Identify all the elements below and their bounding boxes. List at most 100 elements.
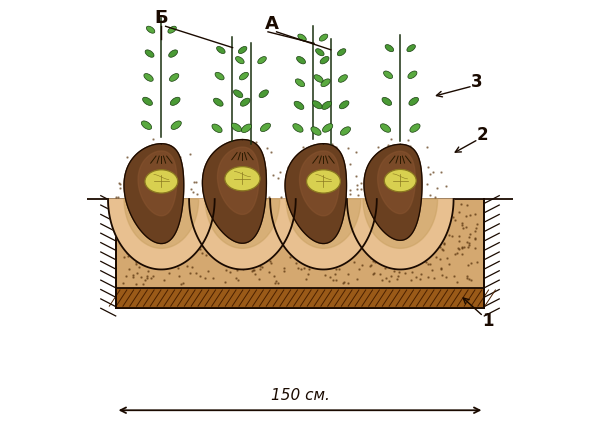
Point	[342, 227, 352, 234]
Point	[434, 210, 444, 217]
Point	[349, 249, 359, 256]
Point	[389, 267, 399, 274]
Point	[462, 273, 472, 280]
Ellipse shape	[232, 123, 241, 131]
Ellipse shape	[295, 79, 305, 86]
Point	[172, 213, 181, 220]
Point	[310, 247, 319, 253]
Point	[462, 202, 472, 208]
Point	[335, 228, 345, 235]
Point	[249, 267, 259, 274]
Point	[230, 167, 240, 174]
Point	[266, 259, 276, 266]
Point	[137, 180, 147, 187]
Point	[148, 208, 157, 215]
Point	[298, 144, 307, 151]
Point	[253, 193, 263, 200]
Point	[269, 230, 278, 237]
Point	[302, 243, 311, 250]
Point	[466, 276, 476, 283]
Point	[314, 158, 323, 165]
Point	[140, 276, 150, 283]
Ellipse shape	[313, 101, 322, 109]
Point	[292, 260, 301, 267]
Point	[470, 211, 480, 218]
Point	[260, 166, 270, 173]
Point	[387, 229, 397, 236]
Point	[382, 246, 391, 253]
Point	[126, 178, 136, 185]
Point	[227, 141, 237, 148]
Point	[152, 226, 161, 233]
Point	[174, 272, 184, 279]
Point	[422, 250, 432, 257]
Point	[423, 274, 433, 281]
Point	[144, 194, 154, 201]
Point	[232, 219, 242, 226]
Point	[274, 222, 284, 229]
Ellipse shape	[316, 49, 324, 56]
Point	[430, 193, 440, 200]
Point	[436, 266, 445, 273]
Point	[445, 260, 454, 267]
Point	[458, 224, 468, 231]
Point	[454, 244, 463, 251]
Point	[393, 212, 403, 219]
Point	[151, 220, 160, 227]
Text: 3: 3	[471, 73, 483, 91]
Point	[157, 221, 166, 228]
Point	[450, 217, 460, 223]
Point	[307, 148, 316, 155]
Point	[437, 272, 447, 279]
Point	[206, 188, 215, 195]
Point	[349, 258, 359, 265]
Point	[276, 194, 286, 201]
Point	[209, 159, 219, 166]
Point	[117, 220, 127, 227]
Point	[221, 266, 230, 273]
Point	[169, 159, 178, 166]
Point	[293, 242, 302, 249]
Point	[122, 177, 132, 184]
Point	[366, 254, 376, 261]
Ellipse shape	[337, 49, 346, 56]
Point	[185, 150, 194, 157]
Point	[147, 211, 157, 217]
Point	[242, 251, 251, 258]
Point	[136, 234, 145, 241]
Point	[343, 144, 353, 151]
Point	[244, 201, 253, 208]
Ellipse shape	[320, 56, 329, 64]
Point	[271, 279, 280, 286]
Point	[277, 235, 286, 242]
Point	[113, 194, 123, 201]
Ellipse shape	[407, 45, 415, 52]
Point	[422, 181, 432, 187]
Point	[364, 248, 374, 255]
Ellipse shape	[214, 98, 223, 106]
Point	[250, 140, 260, 147]
Point	[377, 179, 386, 186]
Point	[341, 206, 351, 213]
Point	[470, 236, 480, 243]
Point	[193, 246, 202, 253]
Point	[413, 211, 423, 218]
Point	[178, 214, 187, 221]
Point	[406, 215, 415, 222]
Point	[178, 232, 187, 239]
Point	[149, 252, 159, 259]
Point	[328, 223, 338, 230]
Point	[406, 206, 416, 213]
Point	[439, 211, 448, 217]
Point	[149, 226, 158, 233]
Point	[472, 225, 481, 232]
Ellipse shape	[236, 56, 244, 64]
Point	[456, 201, 466, 208]
Point	[225, 155, 235, 162]
Point	[254, 276, 263, 282]
Point	[146, 222, 155, 229]
Point	[429, 274, 439, 281]
Point	[345, 210, 355, 217]
Point	[304, 254, 313, 261]
Point	[298, 207, 308, 214]
